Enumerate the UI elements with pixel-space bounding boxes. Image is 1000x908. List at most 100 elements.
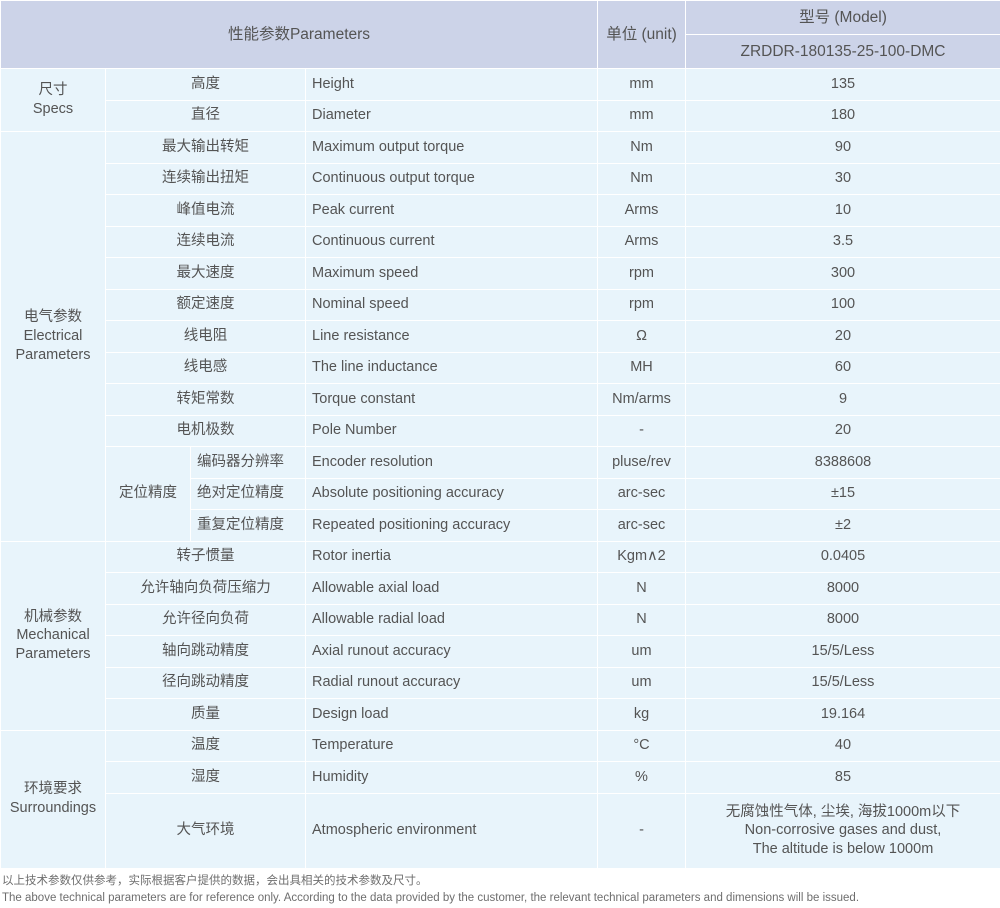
param-name-cn: 线电感 (106, 352, 306, 384)
param-value: 15/5/Less (686, 636, 1000, 668)
param-value: ±2 (686, 510, 1000, 542)
table-row: 质量 Design load kg 19.164 (1, 699, 1000, 731)
header-model-label: 型号 (Model) (686, 1, 1000, 35)
param-name-en: Rotor inertia (306, 541, 598, 573)
param-unit: Nm (598, 163, 686, 195)
param-name-cn: 编码器分辨率 (191, 447, 306, 479)
param-name-en: Continuous current (306, 226, 598, 258)
param-name-en: Nominal speed (306, 289, 598, 321)
param-name-cn: 最大速度 (106, 258, 306, 290)
table-row: 直径 Diameter mm 180 (1, 100, 1000, 132)
group-label-electrical-en-1: Electrical (7, 327, 99, 346)
param-value: 300 (686, 258, 1000, 290)
param-value: 90 (686, 132, 1000, 164)
table-row: 环境要求 Surroundings 温度 Temperature °C 40 (1, 730, 1000, 762)
param-name-cn: 电机极数 (106, 415, 306, 447)
table-row: 连续电流 Continuous current Arms 3.5 (1, 226, 1000, 258)
param-name-en: Design load (306, 699, 598, 731)
param-unit: Nm (598, 132, 686, 164)
table-row: 最大速度 Maximum speed rpm 300 (1, 258, 1000, 290)
param-name-en: Continuous output torque (306, 163, 598, 195)
param-name-cn: 大气环境 (106, 793, 306, 868)
group-label-mechanical: 机械参数 Mechanical Parameters (1, 541, 106, 730)
param-value: 135 (686, 69, 1000, 101)
param-unit: °C (598, 730, 686, 762)
param-name-cn: 径向跳动精度 (106, 667, 306, 699)
table-row: 峰值电流 Peak current Arms 10 (1, 195, 1000, 227)
param-name-en: Height (306, 69, 598, 101)
group-label-mechanical-en-2: Parameters (7, 645, 99, 664)
atmospheric-line-3: The altitude is below 1000m (692, 840, 994, 859)
param-name-cn: 高度 (106, 69, 306, 101)
group-label-surroundings-en: Surroundings (7, 799, 99, 818)
param-unit: MH (598, 352, 686, 384)
param-value: 60 (686, 352, 1000, 384)
param-name-cn: 峰值电流 (106, 195, 306, 227)
table-row: 尺寸 Specs 高度 Height mm 135 (1, 69, 1000, 101)
param-value-atmospheric: 无腐蚀性气体, 尘埃, 海拔1000m以下 Non-corrosive gase… (686, 793, 1000, 868)
param-name-en: Humidity (306, 762, 598, 794)
table-row: 湿度 Humidity % 85 (1, 762, 1000, 794)
group-label-surroundings-cn: 环境要求 (7, 780, 99, 799)
atmospheric-line-2: Non-corrosive gases and dust, (692, 821, 994, 840)
param-name-en: Torque constant (306, 384, 598, 416)
param-unit: Arms (598, 226, 686, 258)
specification-table: 性能参数Parameters 单位 (unit) 型号 (Model) ZRDD… (0, 0, 1000, 869)
param-name-en: Allowable axial load (306, 573, 598, 605)
group-label-surroundings: 环境要求 Surroundings (1, 730, 106, 868)
param-unit: Arms (598, 195, 686, 227)
param-value: 180 (686, 100, 1000, 132)
group-label-mechanical-cn: 机械参数 (7, 608, 99, 627)
group-label-mechanical-en-1: Mechanical (7, 626, 99, 645)
table-header-row: 性能参数Parameters 单位 (unit) 型号 (Model) (1, 1, 1000, 35)
param-value: 15/5/Less (686, 667, 1000, 699)
param-name-en: Pole Number (306, 415, 598, 447)
param-name-cn: 直径 (106, 100, 306, 132)
param-name-cn: 转矩常数 (106, 384, 306, 416)
param-unit: pluse/rev (598, 447, 686, 479)
param-name-en: Radial runout accuracy (306, 667, 598, 699)
group-label-electrical-en-2: Parameters (7, 346, 99, 365)
param-name-en: Peak current (306, 195, 598, 227)
param-name-en: Repeated positioning accuracy (306, 510, 598, 542)
param-unit: um (598, 636, 686, 668)
param-value: 8000 (686, 573, 1000, 605)
param-unit: rpm (598, 289, 686, 321)
table-row: 允许径向负荷 Allowable radial load N 8000 (1, 604, 1000, 636)
table-row: 允许轴向负荷压缩力 Allowable axial load N 8000 (1, 573, 1000, 605)
param-value: 40 (686, 730, 1000, 762)
param-value: 30 (686, 163, 1000, 195)
param-name-en: Line resistance (306, 321, 598, 353)
table-row: 径向跳动精度 Radial runout accuracy um 15/5/Le… (1, 667, 1000, 699)
param-value: 10 (686, 195, 1000, 227)
table-row: 定位精度 编码器分辨率 Encoder resolution pluse/rev… (1, 447, 1000, 479)
param-name-en: Maximum output torque (306, 132, 598, 164)
param-unit: Ω (598, 321, 686, 353)
param-name-cn: 轴向跳动精度 (106, 636, 306, 668)
param-name-cn: 转子惯量 (106, 541, 306, 573)
param-name-cn: 最大输出转矩 (106, 132, 306, 164)
param-value: 100 (686, 289, 1000, 321)
header-unit: 单位 (unit) (598, 1, 686, 69)
param-unit: arc-sec (598, 478, 686, 510)
table-row: 机械参数 Mechanical Parameters 转子惯量 Rotor in… (1, 541, 1000, 573)
param-name-cn: 线电阻 (106, 321, 306, 353)
group-label-electrical-cn: 电气参数 (7, 308, 99, 327)
param-unit: mm (598, 100, 686, 132)
group-label-specs-en: Specs (7, 100, 99, 119)
param-unit: mm (598, 69, 686, 101)
param-name-en: Atmospheric environment (306, 793, 598, 868)
param-name-cn: 额定速度 (106, 289, 306, 321)
param-unit: um (598, 667, 686, 699)
param-value: ±15 (686, 478, 1000, 510)
param-value: 20 (686, 415, 1000, 447)
param-unit: Nm/arms (598, 384, 686, 416)
param-name-cn: 重复定位精度 (191, 510, 306, 542)
param-name-cn: 湿度 (106, 762, 306, 794)
param-value: 8388608 (686, 447, 1000, 479)
param-name-cn: 允许轴向负荷压缩力 (106, 573, 306, 605)
param-value: 0.0405 (686, 541, 1000, 573)
subgroup-label-positioning-accuracy: 定位精度 (106, 447, 191, 542)
group-label-specs: 尺寸 Specs (1, 69, 106, 132)
param-name-en: Allowable radial load (306, 604, 598, 636)
